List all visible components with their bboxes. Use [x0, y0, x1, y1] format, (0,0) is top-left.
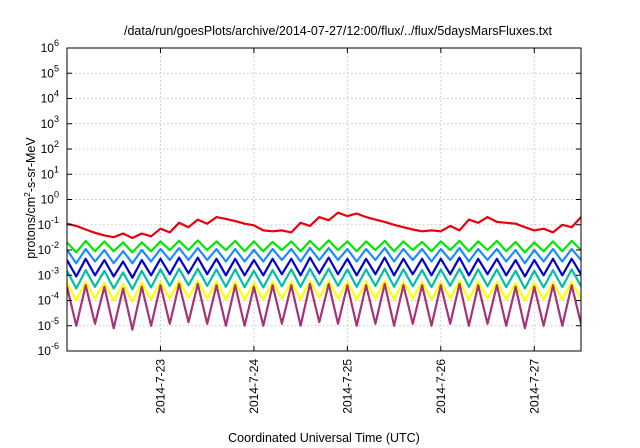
- series-line-6: [67, 279, 581, 303]
- y-tick-label: 104: [41, 89, 59, 106]
- y-tick-exponent: -5: [51, 316, 59, 326]
- x-tick-label: 2014-7-23: [153, 359, 167, 414]
- y-tick-base: 10: [41, 41, 55, 55]
- y-tick-exponent: 2: [54, 139, 59, 149]
- y-tick-base: 10: [41, 167, 55, 181]
- y-tick-label: 10-1: [38, 215, 59, 232]
- y-tick-label: 10-2: [38, 240, 59, 257]
- y-axis-title-base: protons/cm: [24, 197, 38, 259]
- y-tick-label: 103: [41, 114, 59, 131]
- series-line-3: [67, 246, 581, 265]
- y-tick-base: 10: [38, 344, 52, 358]
- y-tick-base: 10: [38, 243, 52, 257]
- grid-lines: [67, 48, 581, 351]
- y-axis-ticks: 10-610-510-410-310-210-11001011021031041…: [38, 38, 581, 358]
- y-tick-exponent: 0: [54, 190, 59, 200]
- y-tick-base: 10: [41, 142, 55, 156]
- y-tick-base: 10: [38, 294, 52, 308]
- y-tick-label: 100: [41, 190, 59, 207]
- series-line-4: [67, 256, 581, 279]
- y-tick-exponent: -6: [51, 341, 59, 351]
- x-tick-label: 2014-7-25: [340, 359, 354, 414]
- y-tick-exponent: -1: [51, 215, 59, 225]
- y-tick-label: 10-6: [38, 341, 59, 358]
- data-series: [67, 211, 581, 331]
- series-line-5: [67, 267, 581, 291]
- y-tick-label: 101: [41, 164, 59, 181]
- y-tick-exponent: 3: [54, 114, 59, 124]
- y-tick-exponent: -2: [51, 240, 59, 250]
- y-tick-label: 102: [41, 139, 59, 156]
- chart-title: /data/run/goesPlots/archive/2014-07-27/1…: [124, 24, 553, 38]
- y-tick-base: 10: [38, 268, 52, 282]
- series-line-1: [67, 211, 581, 240]
- y-tick-exponent: 6: [54, 38, 59, 48]
- x-tick-label: 2014-7-27: [527, 359, 541, 414]
- y-tick-label: 106: [41, 38, 59, 55]
- y-tick-exponent: -4: [51, 291, 59, 301]
- y-tick-label: 10-4: [38, 291, 59, 308]
- series-line-2: [67, 239, 581, 254]
- y-tick-exponent: 1: [54, 164, 59, 174]
- y-tick-label: 10-3: [38, 265, 59, 282]
- y-tick-base: 10: [38, 218, 52, 232]
- y-axis-title-sup: 2: [22, 192, 32, 197]
- x-tick-label: 2014-7-26: [434, 359, 448, 414]
- y-axis-title-rest: -s-sr-MeV: [24, 137, 38, 193]
- y-tick-base: 10: [41, 117, 55, 131]
- y-tick-exponent: 4: [54, 89, 59, 99]
- y-tick-base: 10: [41, 66, 55, 80]
- y-tick-exponent: -3: [51, 265, 59, 275]
- y-tick-label: 10-5: [38, 316, 59, 333]
- x-axis-title: Coordinated Universal Time (UTC): [228, 431, 420, 445]
- y-tick-base: 10: [41, 193, 55, 207]
- x-tick-label: 2014-7-24: [247, 359, 261, 414]
- x-axis-ticks: 2014-7-23 2014-7-24 2014-7-25 2014-7-26 2014…: [153, 48, 541, 414]
- y-axis-title: protons/cm2-s-sr-MeV: [22, 137, 38, 259]
- y-tick-exponent: 5: [54, 63, 59, 73]
- y-tick-base: 10: [41, 92, 55, 106]
- y-tick-base: 10: [38, 319, 52, 333]
- series-line-7: [67, 282, 581, 331]
- y-tick-label: 105: [41, 63, 59, 80]
